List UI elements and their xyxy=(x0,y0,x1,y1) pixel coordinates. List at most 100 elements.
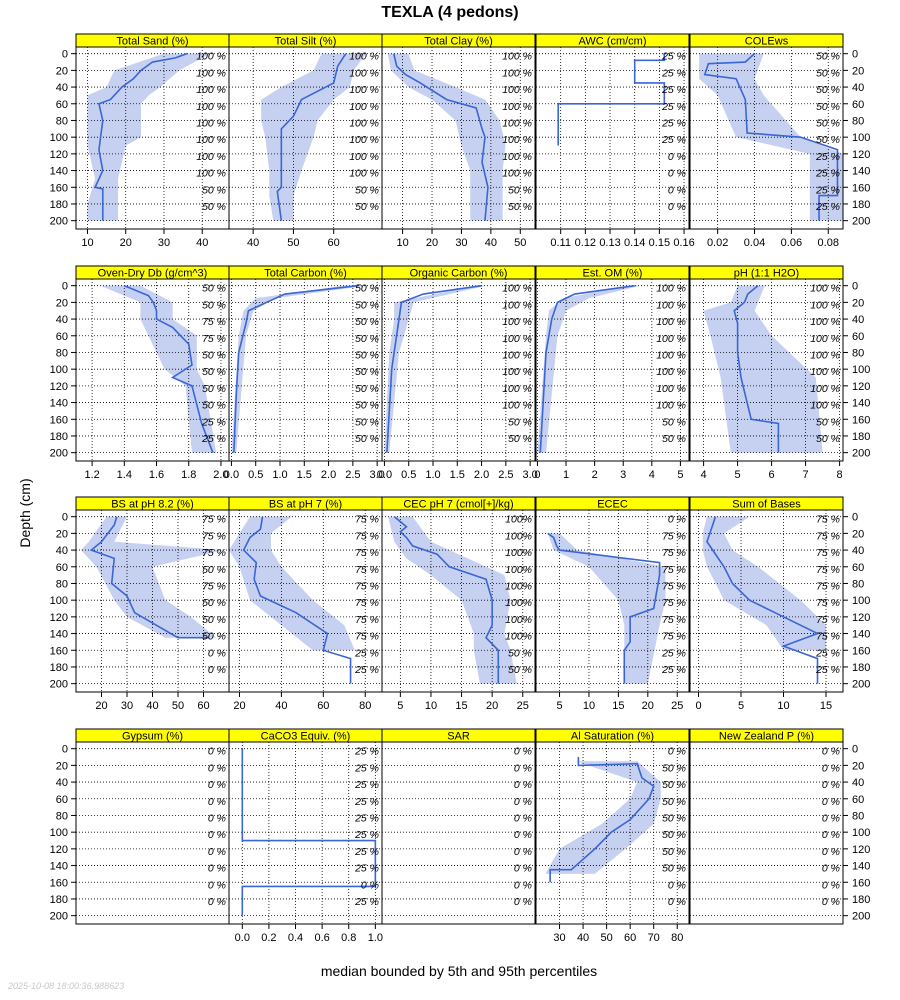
x-tick-label: 3.0 xyxy=(522,469,537,481)
x-tick-label: 0.8 xyxy=(341,932,356,944)
contrib-label: 75 % xyxy=(202,580,226,592)
contrib-label: 75 % xyxy=(355,614,379,626)
y-tick-label: 180 xyxy=(50,199,68,211)
percentile-band xyxy=(547,533,666,684)
contrib-label: 0 % xyxy=(822,879,840,891)
contrib-label: 0 % xyxy=(668,879,686,891)
figure-title: TEXLA (4 pedons) xyxy=(381,4,519,21)
y-tick-label: 160 xyxy=(50,414,68,426)
contrib-label: 0 % xyxy=(208,762,226,774)
y-tick-label: 20 xyxy=(852,760,864,772)
panel-title: New Zealand P (%) xyxy=(719,731,814,743)
y-tick-label: 60 xyxy=(56,331,68,343)
contrib-label: 75 % xyxy=(662,597,686,609)
x-tick-label: 60 xyxy=(624,932,636,944)
x-tick-label: 0.4 xyxy=(288,932,303,944)
contrib-label: 50 % xyxy=(355,299,379,311)
contrib-label: 50 % xyxy=(816,51,840,63)
y-tick-label: 140 xyxy=(50,398,68,410)
y-axis-label: Depth (cm) xyxy=(17,478,33,548)
contrib-label: 50 % xyxy=(508,416,532,428)
contrib-label: 50 % xyxy=(202,201,226,213)
contrib-label: 50 % xyxy=(355,416,379,428)
panel-frame xyxy=(381,509,536,693)
x-tick-label: 60 xyxy=(197,700,209,712)
contrib-label: 75 % xyxy=(662,580,686,592)
contrib-label: 25 % xyxy=(354,896,379,908)
y-tick-label: 200 xyxy=(852,911,870,923)
y-tick-label: 120 xyxy=(50,612,68,624)
x-tick-label: 0.6 xyxy=(314,932,329,944)
contrib-label: 50 % xyxy=(202,614,226,626)
contrib-label: 0 % xyxy=(668,184,686,196)
contrib-label: 25 % xyxy=(354,846,379,858)
contrib-label: 25 % xyxy=(661,134,686,146)
contrib-label: 0 % xyxy=(668,151,686,163)
y-tick-label: 100 xyxy=(50,595,68,607)
panel-title: Sum of Bases xyxy=(732,499,801,511)
contrib-label: 0 % xyxy=(514,863,532,875)
panel: Al Saturation (%) 0 % 50 % 50 % 50 % 50 % 50 %… xyxy=(535,728,690,944)
contrib-label: 50 % xyxy=(662,829,686,841)
contrib-label: 25 % xyxy=(815,201,840,213)
panel-frame xyxy=(535,278,690,462)
contrib-label: 50 % xyxy=(816,67,840,79)
contrib-label: 0 % xyxy=(822,846,840,858)
contrib-label: 50 % xyxy=(355,383,379,395)
timestamp: 2025-10-08 18:00:36.988623 xyxy=(8,981,125,991)
x-tick-label: 80 xyxy=(359,700,371,712)
percentile-band xyxy=(231,285,368,453)
contrib-label: 100 % xyxy=(502,349,532,361)
y-tick-label: 80 xyxy=(56,810,68,822)
contrib-label: 50 % xyxy=(508,664,532,676)
y-tick-label: 120 xyxy=(852,149,870,161)
contrib-label: 100% xyxy=(505,580,532,592)
contrib-label: 50 % xyxy=(202,184,226,196)
contrib-label: 50 % xyxy=(202,366,226,378)
contrib-label: 75 % xyxy=(355,580,379,592)
panel-title: Total Clay (%) xyxy=(424,36,492,48)
y-tick-label: 180 xyxy=(852,894,870,906)
x-tick-label: 0.2 xyxy=(261,932,276,944)
x-tick-label: 5 xyxy=(735,469,741,481)
contrib-label: 25 % xyxy=(354,746,379,758)
x-tick-label: 50 xyxy=(600,932,612,944)
contrib-label: 100 % xyxy=(196,151,226,163)
contrib-label: 0 % xyxy=(208,846,226,858)
y-tick-label: 100 xyxy=(852,827,870,839)
y-tick-label: 200 xyxy=(852,679,870,691)
panel: AWC (cm/cm) 25 % 25 % 25 % 25 % 25 % 25 % 0 % 0 … xyxy=(535,33,695,249)
x-tick-label: 15 xyxy=(455,700,467,712)
contrib-label: 0 % xyxy=(514,896,532,908)
contrib-label: 50 % xyxy=(355,184,379,196)
x-tick-label: 30 xyxy=(553,932,565,944)
contrib-label: 100% xyxy=(505,514,532,526)
contrib-label: 50 % xyxy=(355,349,379,361)
y-tick-label: 140 xyxy=(852,629,870,641)
contrib-label: 50 % xyxy=(508,184,532,196)
contrib-label: 50 % xyxy=(355,433,379,445)
y-tick-label: 40 xyxy=(852,777,864,789)
contrib-label: 25 % xyxy=(661,67,686,79)
y-tick-label: 120 xyxy=(852,381,870,393)
x-tick-label: 25 xyxy=(671,700,683,712)
panel: Total Sand (%) 100 % 100 % 100 % 100 % 100 % 1… xyxy=(50,33,230,249)
y-tick-label: 20 xyxy=(852,65,864,77)
contrib-label: 100 % xyxy=(810,283,840,295)
contrib-label: 50 % xyxy=(355,333,379,345)
x-tick-label: 40 xyxy=(577,932,589,944)
median-line xyxy=(539,284,635,453)
y-tick-label: 100 xyxy=(50,132,68,144)
y-tick-label: 60 xyxy=(56,99,68,111)
contrib-label: 100 % xyxy=(810,333,840,345)
x-tick-label: 7 xyxy=(803,469,809,481)
contrib-label: 100 % xyxy=(810,349,840,361)
x-tick-label: 0.13 xyxy=(599,237,620,249)
y-tick-label: 0 xyxy=(62,49,68,61)
y-tick-label: 20 xyxy=(56,297,68,309)
contrib-label: 100 % xyxy=(502,400,532,412)
y-tick-label: 100 xyxy=(50,364,68,376)
panel-frame xyxy=(535,46,690,230)
contrib-label: 50 % xyxy=(202,400,226,412)
x-tick-label: 10 xyxy=(777,700,789,712)
